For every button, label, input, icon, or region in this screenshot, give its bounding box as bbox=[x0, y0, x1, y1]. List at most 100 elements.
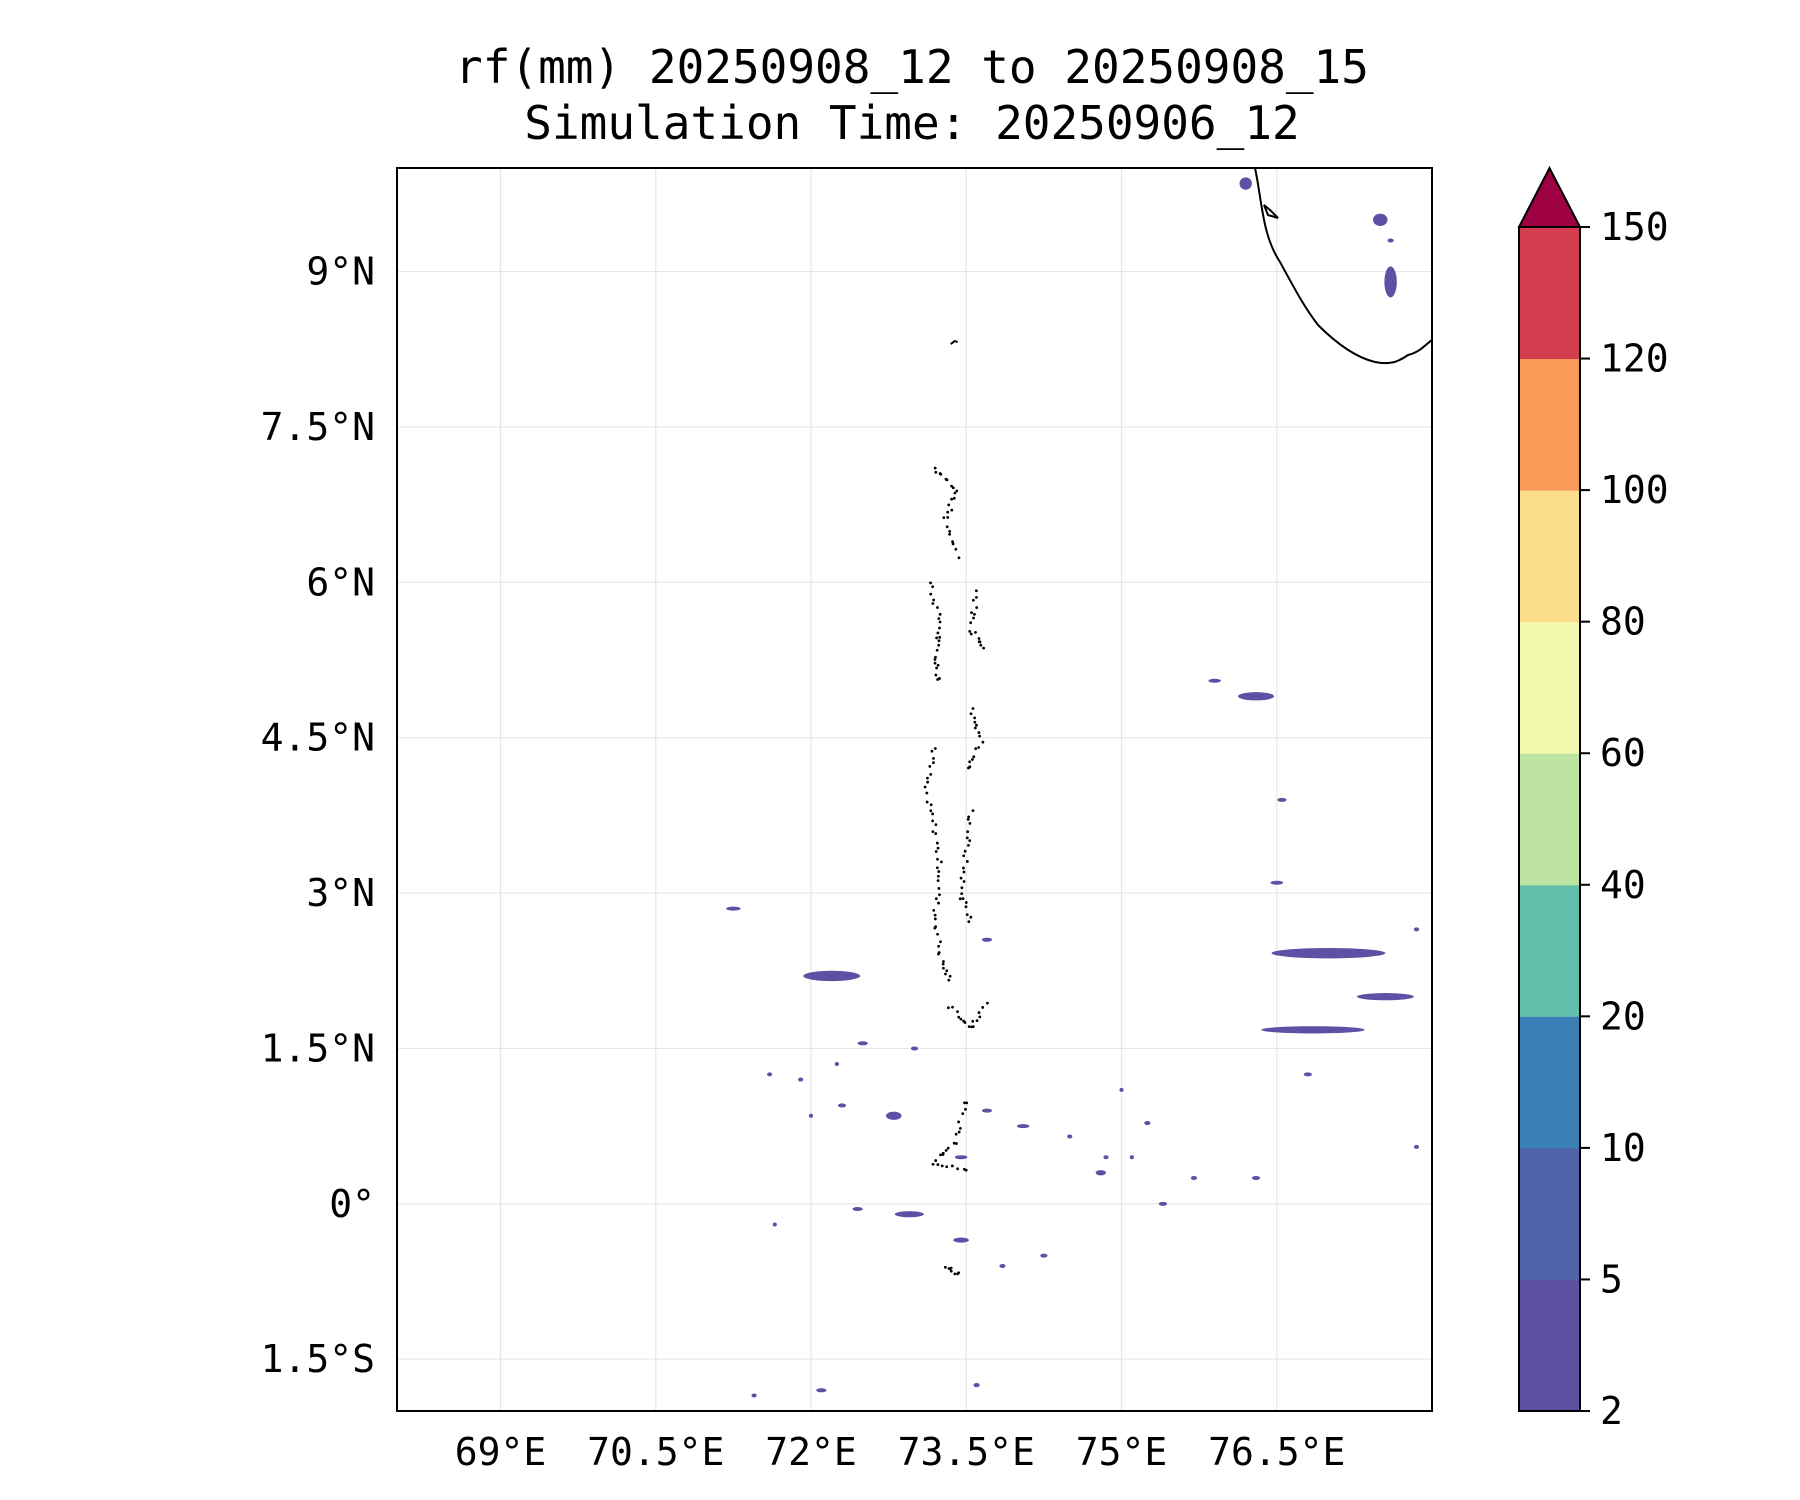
island-dot bbox=[975, 606, 979, 609]
island-outline bbox=[950, 339, 959, 345]
island-dot bbox=[934, 1159, 938, 1162]
rainfall-area bbox=[1040, 1253, 1048, 1258]
island-dot bbox=[975, 723, 978, 727]
island-dot bbox=[959, 876, 963, 880]
rainfall-area bbox=[1373, 213, 1388, 227]
island-dot bbox=[946, 1146, 950, 1150]
lat-tick-label: 1.5°N bbox=[261, 1026, 375, 1070]
island-dot bbox=[938, 620, 942, 624]
island-dot bbox=[965, 860, 969, 863]
island-dot bbox=[925, 800, 929, 804]
rainfall-area bbox=[999, 1263, 1006, 1268]
rainfall-area bbox=[1303, 1072, 1312, 1077]
island-dot bbox=[936, 1163, 940, 1166]
lon-tick-label: 76.5°E bbox=[1208, 1430, 1345, 1474]
island-dot bbox=[931, 585, 935, 589]
island-dot bbox=[957, 1120, 960, 1124]
colorbar-tick-label: 5 bbox=[1600, 1257, 1623, 1301]
island-dot bbox=[954, 1142, 958, 1145]
island-dot bbox=[962, 870, 966, 874]
island-dot bbox=[967, 920, 971, 924]
island-dot bbox=[935, 648, 939, 652]
island-dot bbox=[938, 635, 942, 639]
island-dot bbox=[948, 532, 951, 536]
island-dot bbox=[933, 926, 937, 930]
island-dot bbox=[967, 815, 971, 819]
island-dot bbox=[940, 860, 943, 864]
rainfall-area bbox=[808, 1113, 814, 1118]
island-dot bbox=[967, 1025, 971, 1029]
island-dot bbox=[945, 969, 949, 973]
rainfall-area bbox=[1261, 1026, 1365, 1034]
colorbar-tick-label: 2 bbox=[1600, 1389, 1623, 1433]
island-dot bbox=[934, 832, 938, 835]
rainfall-area bbox=[954, 1155, 968, 1160]
rainfall-area bbox=[1387, 238, 1394, 243]
rainfall-area bbox=[767, 1072, 773, 1077]
island-dot bbox=[940, 1164, 944, 1168]
island-dot bbox=[951, 540, 954, 544]
island-dot bbox=[939, 940, 942, 944]
island-dot bbox=[962, 854, 966, 858]
island-dot bbox=[949, 1266, 953, 1270]
island-dot bbox=[929, 803, 933, 807]
island-dot bbox=[942, 516, 946, 520]
rainfall-area bbox=[798, 1077, 804, 1082]
island-dot bbox=[948, 974, 952, 978]
rainfall-area bbox=[1251, 1175, 1261, 1180]
colorbar-band bbox=[1519, 1279, 1580, 1412]
lat-tick-label: 6°N bbox=[306, 560, 375, 604]
island-dot bbox=[981, 1006, 985, 1009]
island-dot bbox=[978, 1015, 982, 1019]
lat-tick-label: 3°N bbox=[306, 871, 375, 915]
island-dot bbox=[934, 655, 937, 659]
island-dot bbox=[958, 897, 962, 901]
rainfall-area bbox=[894, 1211, 924, 1218]
island-dot bbox=[971, 598, 975, 602]
island-dot bbox=[965, 913, 969, 917]
rainfall-area bbox=[751, 1393, 757, 1398]
lon-tick-label: 72°E bbox=[765, 1430, 857, 1474]
rainfall-area bbox=[1239, 177, 1252, 190]
island-dot bbox=[971, 809, 975, 813]
island-dot bbox=[966, 818, 970, 821]
island-dot bbox=[963, 1021, 967, 1024]
island-dot bbox=[942, 960, 945, 963]
island-dot bbox=[937, 643, 941, 647]
island-dot bbox=[959, 1017, 963, 1021]
island-dot bbox=[926, 776, 929, 780]
rainfall-area bbox=[1208, 678, 1221, 683]
island-dot bbox=[975, 595, 978, 599]
island-dot bbox=[974, 589, 978, 593]
island-dot bbox=[933, 466, 937, 470]
island-dot bbox=[955, 489, 959, 493]
island-dot bbox=[937, 901, 940, 905]
rainfall-area bbox=[910, 1046, 919, 1051]
island-dot bbox=[957, 1015, 961, 1019]
island-dot bbox=[961, 1112, 965, 1116]
island-dot bbox=[945, 525, 949, 529]
rainfall-area bbox=[816, 1388, 827, 1393]
island-dot bbox=[969, 915, 973, 919]
rainfall-area bbox=[1277, 797, 1287, 802]
rainfall-area bbox=[981, 937, 993, 942]
island-dot bbox=[936, 663, 940, 667]
latitude-tick-labels: 9°N 7.5°N 6°N 4.5°N 3°N 1.5°N 0° 1.5°S bbox=[261, 250, 375, 1382]
island-dot bbox=[957, 1130, 961, 1134]
rainfall-area bbox=[1356, 993, 1414, 1001]
island-dot bbox=[954, 1132, 958, 1136]
island-dot bbox=[952, 496, 956, 500]
island-dot bbox=[932, 598, 936, 602]
island-dot bbox=[931, 602, 935, 605]
island-dot bbox=[966, 766, 970, 770]
island-dot bbox=[947, 1006, 950, 1010]
island-dot bbox=[961, 897, 965, 901]
longitude-tick-labels: 69°E 70.5°E 72°E 73.5°E 75°E 76.5°E bbox=[455, 1430, 1346, 1474]
colorbar-band bbox=[1519, 753, 1580, 886]
rainfall-area bbox=[1103, 1155, 1109, 1160]
rainfall-area bbox=[1129, 1155, 1134, 1160]
island-dot bbox=[947, 503, 951, 507]
island-dot bbox=[953, 1272, 957, 1276]
india-coastline bbox=[1254, 168, 1432, 365]
rainfall-area bbox=[772, 1222, 777, 1227]
